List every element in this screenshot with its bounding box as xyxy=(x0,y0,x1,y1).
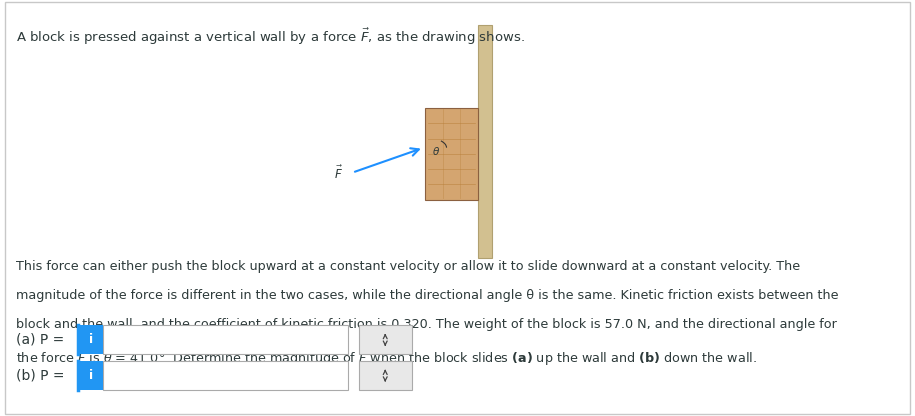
Bar xyxy=(425,108,478,200)
Text: (a) P =: (a) P = xyxy=(16,333,70,347)
Text: magnitude of the force is different in the two cases, while the directional angl: magnitude of the force is different in t… xyxy=(16,289,839,302)
Text: the force $\vec{F}$ is $\theta$ = 41.0°. Determine the magnitude of $\vec{F}$ wh: the force $\vec{F}$ is $\theta$ = 41.0°.… xyxy=(16,347,758,368)
Bar xyxy=(359,361,412,390)
Bar xyxy=(359,325,412,354)
Text: block and the wall, and the coefficient of kinetic friction is 0.320. The weight: block and the wall, and the coefficient … xyxy=(16,318,837,331)
Bar xyxy=(103,361,348,390)
Text: A block is pressed against a vertical wall by a force $\vec{F}$, as the drawing : A block is pressed against a vertical wa… xyxy=(16,27,525,47)
Text: i: i xyxy=(89,333,92,347)
Bar xyxy=(103,325,348,354)
Text: i: i xyxy=(89,369,92,382)
Bar xyxy=(478,25,492,258)
Text: This force can either push the block upward at a constant velocity or allow it t: This force can either push the block upw… xyxy=(16,260,801,273)
Text: (b) P =: (b) P = xyxy=(16,369,70,383)
Text: $\vec{F}$: $\vec{F}$ xyxy=(334,166,343,182)
Bar xyxy=(78,325,103,354)
Text: $\theta$: $\theta$ xyxy=(432,145,440,156)
Bar xyxy=(78,361,103,390)
